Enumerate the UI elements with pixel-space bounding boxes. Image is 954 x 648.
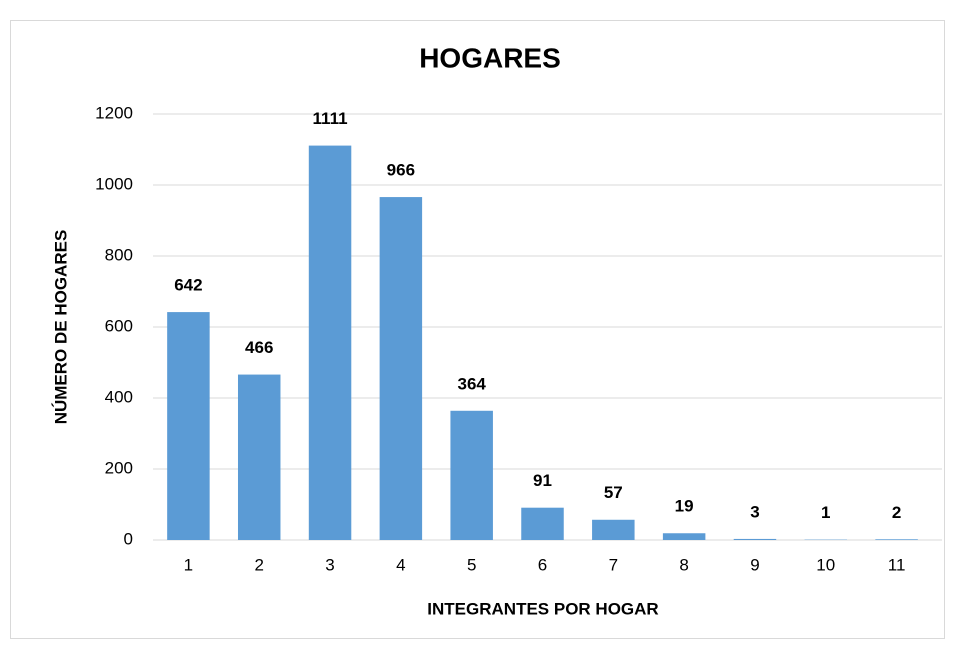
bar <box>592 519 635 540</box>
y-tick-label: 400 <box>105 387 133 406</box>
x-tick-label: 6 <box>538 555 547 574</box>
x-tick-label: 11 <box>888 555 906 574</box>
y-tick-label: 1200 <box>95 103 133 122</box>
x-tick-label: 7 <box>609 555 618 574</box>
x-tick-label: 4 <box>396 555 405 574</box>
data-label: 466 <box>245 338 273 357</box>
x-tick-label: 10 <box>816 555 835 574</box>
bar <box>450 410 493 540</box>
data-label: 2 <box>892 503 901 522</box>
x-tick-label: 3 <box>325 555 334 574</box>
y-tick-label: 0 <box>124 529 133 548</box>
y-axis-label: NÚMERO DE HOGARES <box>51 230 70 425</box>
data-label: 966 <box>387 161 415 180</box>
data-label: 19 <box>675 497 694 516</box>
bar <box>662 533 706 540</box>
bar <box>308 145 352 540</box>
x-tick-label: 1 <box>184 555 193 574</box>
chart-border <box>10 20 945 639</box>
data-label: 57 <box>604 483 623 502</box>
bar <box>167 312 210 540</box>
data-label: 3 <box>750 502 759 521</box>
x-tick-label: 5 <box>467 555 476 574</box>
chart-title: HOGARES <box>419 42 561 73</box>
data-label: 1111 <box>313 109 348 128</box>
x-tick-label: 2 <box>254 555 263 574</box>
x-tick-label: 8 <box>679 555 688 574</box>
data-label: 642 <box>174 276 202 295</box>
x-axis-label: INTEGRANTES POR HOGAR <box>427 599 658 618</box>
y-tick-label: 600 <box>105 316 133 335</box>
bar <box>521 507 564 540</box>
y-tick-label: 800 <box>105 245 133 264</box>
data-label: 364 <box>457 374 486 393</box>
data-label: 91 <box>533 471 552 490</box>
x-tick-label: 9 <box>750 555 759 574</box>
bar <box>875 539 918 540</box>
y-tick-label: 200 <box>105 458 133 477</box>
bar <box>237 374 281 540</box>
y-tick-label: 1000 <box>95 174 133 193</box>
bar <box>379 197 423 540</box>
bar <box>733 538 777 540</box>
data-label: 1 <box>821 503 830 522</box>
